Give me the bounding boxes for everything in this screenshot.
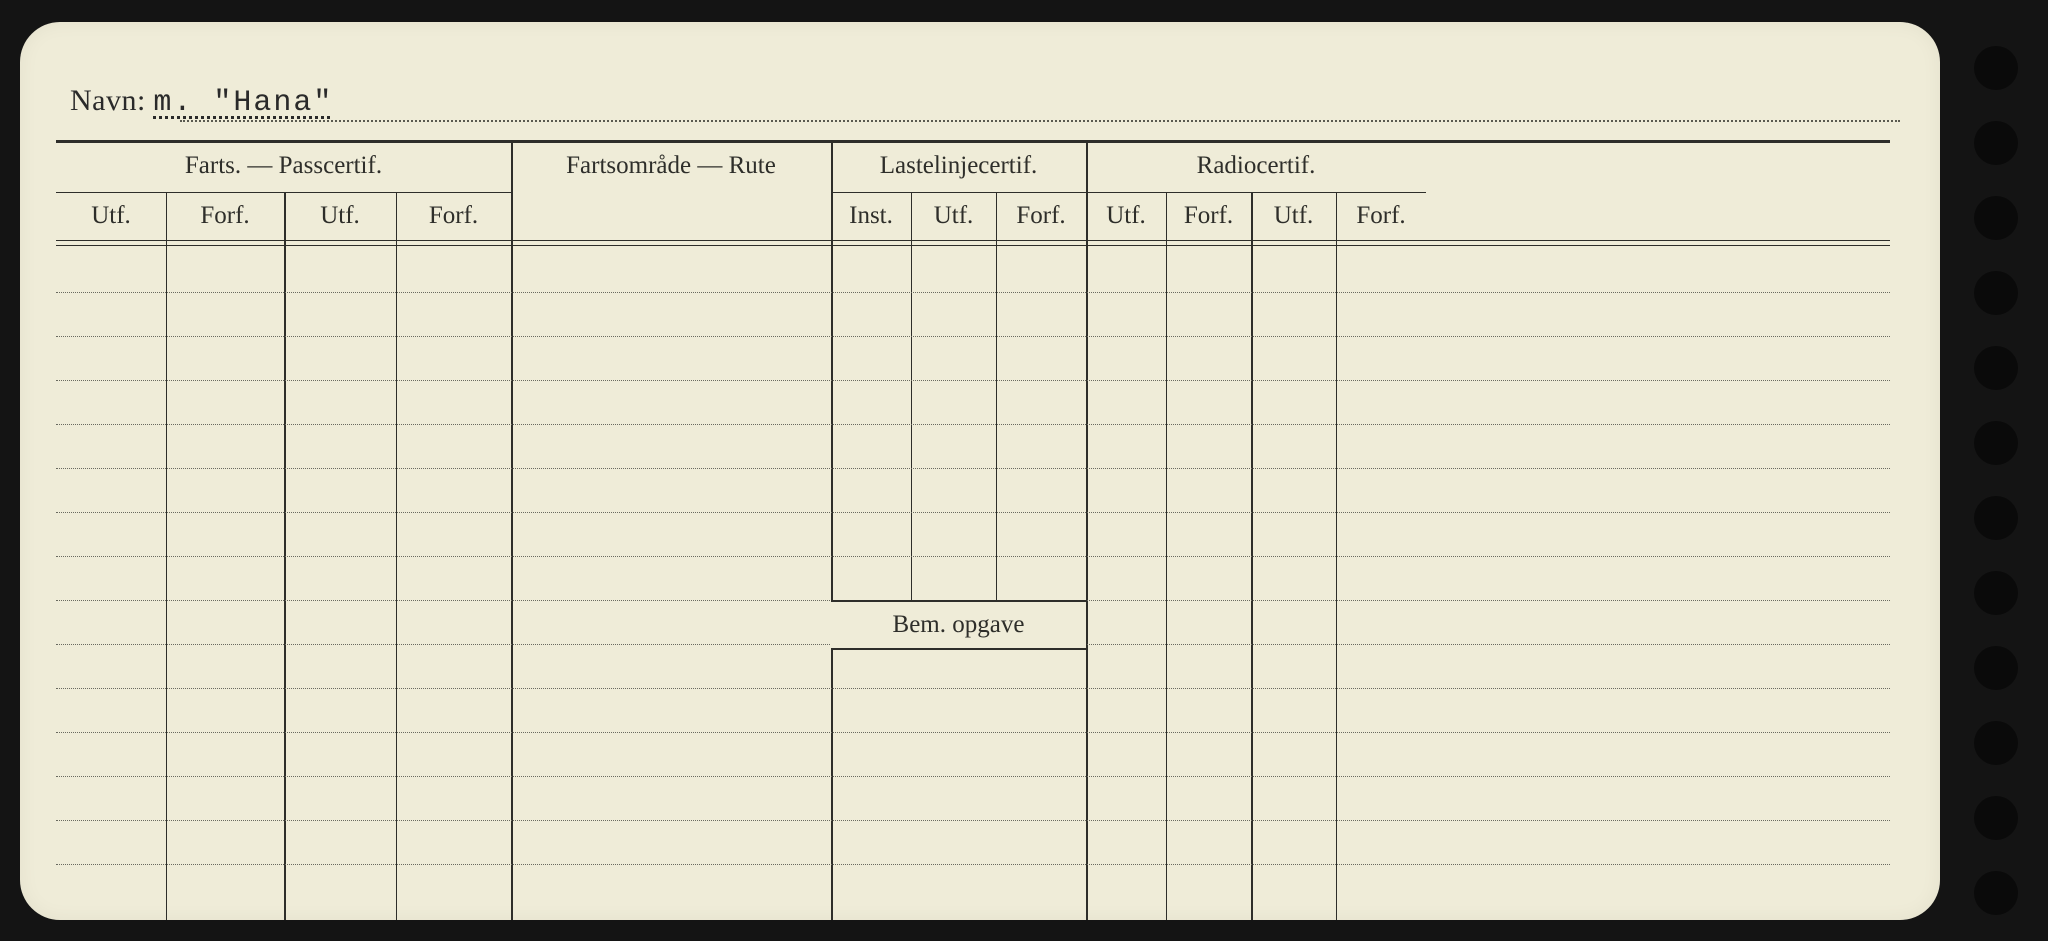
sub-forf-2: Forf. <box>396 192 511 240</box>
name-dotted-line <box>180 120 1900 122</box>
dotted-row <box>56 424 1890 425</box>
sub-inst: Inst. <box>831 192 911 240</box>
punch-hole <box>1974 196 2018 240</box>
group-lastelinje: Lastelinjecertif. <box>831 140 1086 192</box>
name-value: m. "Hana" <box>153 86 333 120</box>
double-rule <box>56 240 1890 241</box>
group-header-row: Farts. — Passcertif. Fartsområde — Rute … <box>56 140 1890 192</box>
dotted-row <box>56 776 1890 777</box>
record-card: Navn: m. "Hana" Farts. — Passcertif. Far… <box>20 22 1940 920</box>
dotted-row <box>56 732 1890 733</box>
punch-hole <box>1974 346 2018 390</box>
name-label: Navn: <box>70 84 146 117</box>
punch-hole <box>1974 271 2018 315</box>
group-radio: Radiocertif. <box>1086 140 1426 192</box>
dotted-row <box>56 864 1890 865</box>
dotted-row <box>56 512 1890 513</box>
punch-hole <box>1974 871 2018 915</box>
bem-opgave-header: Bem. opgave <box>831 600 1086 650</box>
punch-hole <box>1974 496 2018 540</box>
punch-hole <box>1974 571 2018 615</box>
sub-forf-3: Forf. <box>996 192 1086 240</box>
punch-hole <box>1974 421 2018 465</box>
group-farts-pass: Farts. — Passcertif. <box>56 140 511 192</box>
dotted-row <box>56 292 1890 293</box>
punch-hole <box>1974 796 2018 840</box>
dotted-row <box>56 556 1890 557</box>
dotted-row <box>56 688 1890 689</box>
sub-header-row: Utf. Forf. Utf. Forf. Inst. Utf. Forf. U… <box>56 192 1890 240</box>
dotted-row <box>56 820 1890 821</box>
dotted-row <box>56 336 1890 337</box>
punch-hole <box>1974 46 2018 90</box>
sub-forf-1: Forf. <box>166 192 284 240</box>
sub-utf-1: Utf. <box>56 192 166 240</box>
dotted-row <box>56 380 1890 381</box>
sub-forf-5: Forf. <box>1336 192 1426 240</box>
punch-hole <box>1974 121 2018 165</box>
punch-holes <box>1940 22 2048 920</box>
dotted-row <box>56 468 1890 469</box>
sub-utf-5: Utf. <box>1251 192 1336 240</box>
sub-utf-4: Utf. <box>1086 192 1166 240</box>
punch-hole <box>1974 721 2018 765</box>
sub-utf-3: Utf. <box>911 192 996 240</box>
sub-forf-4: Forf. <box>1166 192 1251 240</box>
sub-utf-2: Utf. <box>284 192 396 240</box>
table: Farts. — Passcertif. Fartsområde — Rute … <box>56 140 1890 920</box>
punch-hole <box>1974 646 2018 690</box>
bem-opgave-label: Bem. opgave <box>893 611 1025 639</box>
group-fartsomrade: Fartsområde — Rute <box>511 140 831 192</box>
table-body <box>56 248 1890 920</box>
name-row: Navn: m. "Hana" <box>70 84 1900 134</box>
